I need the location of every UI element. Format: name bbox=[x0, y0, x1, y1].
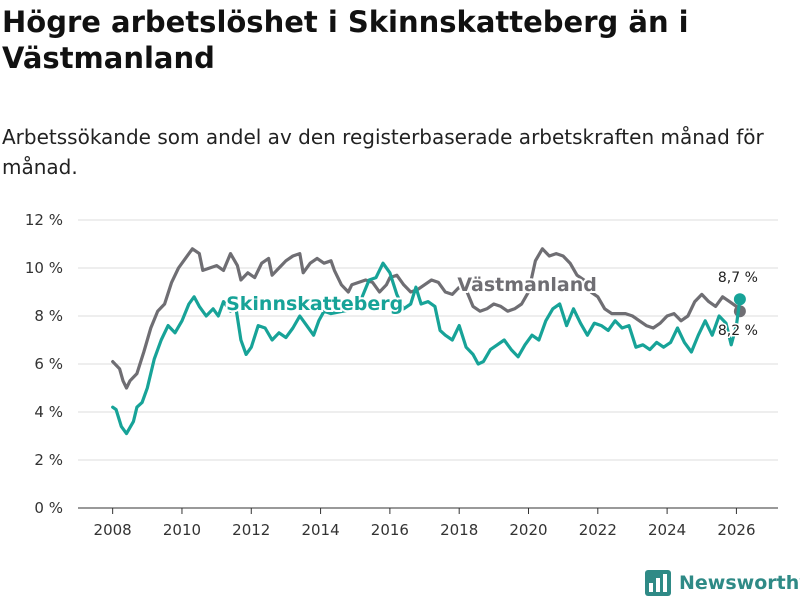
y-tick-label: 2 % bbox=[34, 451, 63, 469]
chart-subtitle: Arbetssökande som andel av den registerb… bbox=[2, 125, 764, 179]
brand-name: Newsworthy bbox=[679, 572, 800, 594]
x-tick-label: 2008 bbox=[94, 521, 132, 539]
newsworthy-logo: Newsworthy bbox=[645, 568, 800, 598]
x-tick-label: 2018 bbox=[440, 521, 478, 539]
x-tick-label: 2014 bbox=[301, 521, 339, 539]
x-tick-label: 2026 bbox=[717, 521, 755, 539]
chart-title: Högre arbetslöshet i Skinnskatteberg än … bbox=[2, 5, 689, 75]
end-point-skinnskatteberg bbox=[733, 293, 746, 306]
x-tick-label: 2020 bbox=[509, 521, 547, 539]
x-tick-label: 2024 bbox=[648, 521, 686, 539]
y-tick-label: 0 % bbox=[34, 499, 63, 517]
y-tick-label: 12 % bbox=[25, 211, 63, 229]
y-tick-label: 8 % bbox=[34, 307, 63, 325]
series-line-vstmanland bbox=[111, 247, 742, 390]
y-tick-label: 4 % bbox=[34, 403, 63, 421]
end-label-skinnskatteberg: 8,7 % bbox=[718, 270, 758, 286]
x-tick-label: 2022 bbox=[579, 521, 617, 539]
end-label-vastmanland: 8,2 % bbox=[718, 323, 758, 339]
bar-chart-icon bbox=[645, 570, 671, 596]
y-tick-label: 10 % bbox=[25, 259, 63, 277]
x-tick-label: 2012 bbox=[232, 521, 270, 539]
x-tick-label: 2010 bbox=[163, 521, 201, 539]
y-tick-label: 6 % bbox=[34, 355, 63, 373]
series-line-skinnskatteberg bbox=[111, 261, 742, 436]
series-label-skinnskatteberg: Skinnskatteberg bbox=[226, 293, 403, 315]
x-tick-label: 2016 bbox=[371, 521, 409, 539]
series-label-vastmanland: Västmanland bbox=[457, 274, 597, 296]
